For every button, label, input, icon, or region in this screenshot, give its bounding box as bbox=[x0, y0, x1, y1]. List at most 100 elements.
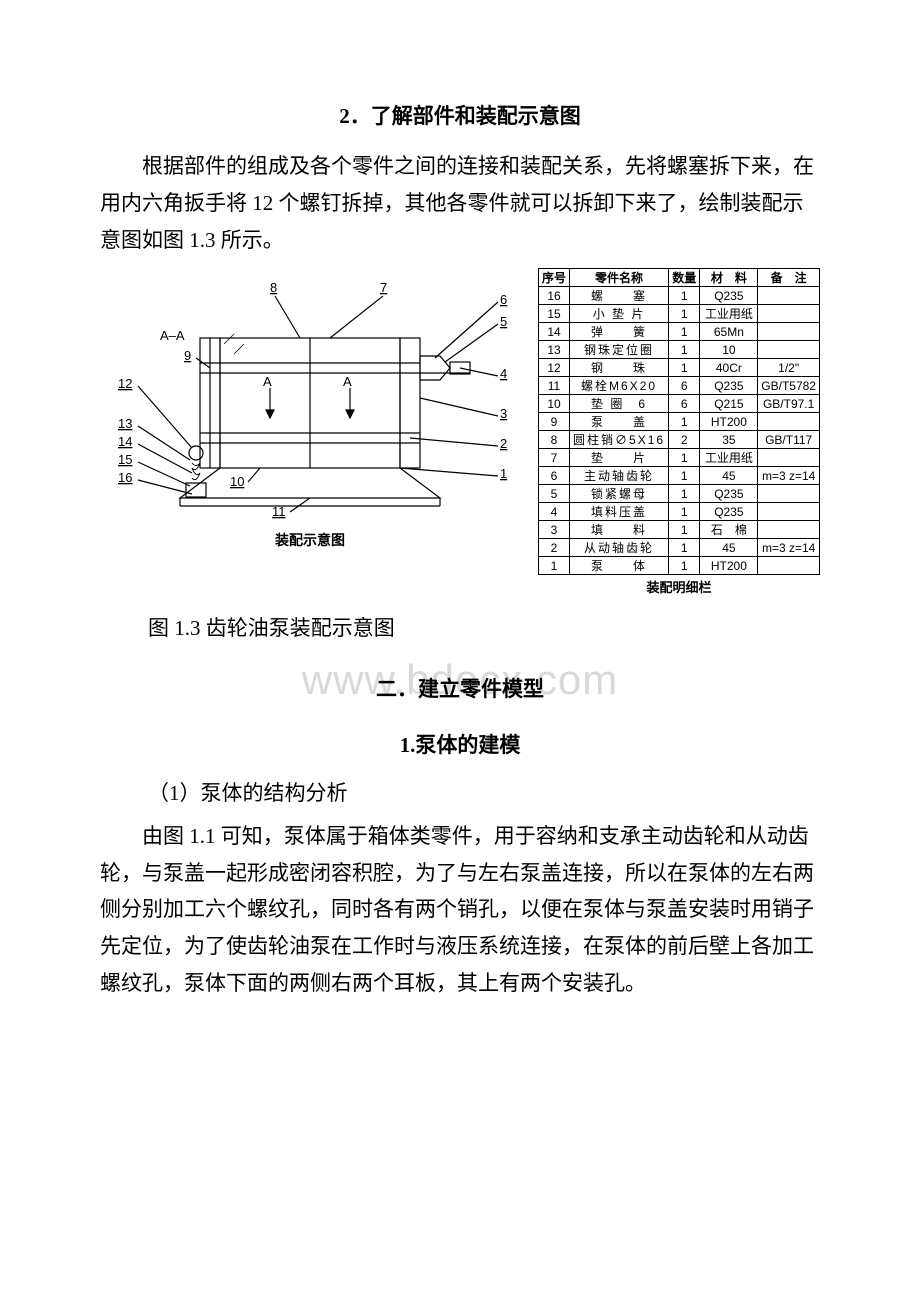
bom-cell-no: 1 bbox=[539, 557, 570, 575]
table-row: 3填 料1石 棉 bbox=[539, 521, 820, 539]
callout-10: 10 bbox=[230, 474, 244, 489]
bom-cell-no: 8 bbox=[539, 431, 570, 449]
bom-cell-no: 16 bbox=[539, 287, 570, 305]
bom-cell-note: GB/T117 bbox=[758, 431, 820, 449]
bom-table-wrap: 16螺 塞1Q23515小 垫 片1工业用纸14弹 簧165Mn13钢珠定位圈1… bbox=[538, 268, 820, 596]
bom-cell-qty: 6 bbox=[669, 395, 700, 413]
bom-h-qty: 数量 bbox=[669, 269, 700, 287]
callout-1: 1 bbox=[500, 466, 507, 481]
callout-6: 6 bbox=[500, 292, 507, 307]
bom-cell-name: 圆柱销∅5X16 bbox=[570, 431, 669, 449]
bom-cell-note bbox=[758, 323, 820, 341]
table-row: 13钢珠定位圈110 bbox=[539, 341, 820, 359]
section-2-title: 2．了解部件和装配示意图 bbox=[100, 100, 820, 130]
bom-cell-no: 12 bbox=[539, 359, 570, 377]
section-model-subtitle: 1.泵体的建模 bbox=[100, 729, 820, 759]
table-row: 12钢 珠140Cr1/2" bbox=[539, 359, 820, 377]
table-row: 6主动轴齿轮145m=3 z=14 bbox=[539, 467, 820, 485]
bom-cell-mat: 工业用纸 bbox=[700, 449, 758, 467]
bom-cell-qty: 1 bbox=[669, 503, 700, 521]
bom-cell-qty: 1 bbox=[669, 341, 700, 359]
model-paragraph: 由图 1.1 可知，泵体属于箱体类零件，用于容纳和支承主动齿轮和从动齿轮，与泵盖… bbox=[100, 818, 820, 1002]
callout-9: 9 bbox=[184, 348, 191, 363]
bom-h-no: 序号 bbox=[539, 269, 570, 287]
assembly-svg: A A A–A 8 7 6 5 4 bbox=[100, 268, 520, 528]
callout-8: 8 bbox=[270, 280, 277, 295]
callout-5: 5 bbox=[500, 314, 507, 329]
bom-cell-mat: HT200 bbox=[700, 413, 758, 431]
bom-cell-note bbox=[758, 413, 820, 431]
bom-cell-note bbox=[758, 521, 820, 539]
bom-cell-name: 弹 簧 bbox=[570, 323, 669, 341]
bom-cell-name: 钢珠定位圈 bbox=[570, 341, 669, 359]
bom-cell-no: 11 bbox=[539, 377, 570, 395]
bom-cell-mat: 35 bbox=[700, 431, 758, 449]
bom-cell-note bbox=[758, 557, 820, 575]
bom-cell-name: 泵 体 bbox=[570, 557, 669, 575]
bom-cell-qty: 2 bbox=[669, 431, 700, 449]
bom-cell-mat: 45 bbox=[700, 467, 758, 485]
bom-cell-no: 9 bbox=[539, 413, 570, 431]
bom-cell-no: 13 bbox=[539, 341, 570, 359]
bom-cell-name: 垫 圈 6 bbox=[570, 395, 669, 413]
bom-cell-no: 6 bbox=[539, 467, 570, 485]
bom-cell-note: m=3 z=14 bbox=[758, 467, 820, 485]
bom-cell-name: 泵 盖 bbox=[570, 413, 669, 431]
assembly-diagram: A A A–A 8 7 6 5 4 bbox=[100, 268, 520, 550]
bom-cell-name: 钢 珠 bbox=[570, 359, 669, 377]
table-row: 4填料压盖1Q235 bbox=[539, 503, 820, 521]
bom-cell-mat: Q215 bbox=[700, 395, 758, 413]
item-1-label: （1）泵体的结构分析 bbox=[148, 775, 820, 812]
bom-cell-qty: 1 bbox=[669, 521, 700, 539]
table-row: 7垫 片1工业用纸 bbox=[539, 449, 820, 467]
bom-cell-note bbox=[758, 449, 820, 467]
bom-cell-name: 从动轴齿轮 bbox=[570, 539, 669, 557]
bom-cell-name: 螺栓M6X20 bbox=[570, 377, 669, 395]
callout-14: 14 bbox=[118, 434, 132, 449]
bom-cell-qty: 1 bbox=[669, 539, 700, 557]
callout-2: 2 bbox=[500, 436, 507, 451]
section-2-paragraph: 根据部件的组成及各个零件之间的连接和装配关系，先将螺塞拆下来，在用内六角扳手将 … bbox=[100, 148, 820, 258]
bom-cell-note: 1/2" bbox=[758, 359, 820, 377]
table-row: 11螺栓M6X206Q235GB/T5782 bbox=[539, 377, 820, 395]
bom-cell-name: 锁紧螺母 bbox=[570, 485, 669, 503]
bom-table: 16螺 塞1Q23515小 垫 片1工业用纸14弹 簧165Mn13钢珠定位圈1… bbox=[538, 268, 820, 575]
bom-cell-mat: Q235 bbox=[700, 485, 758, 503]
figure-row: A A A–A 8 7 6 5 4 bbox=[100, 268, 820, 596]
bom-cell-no: 7 bbox=[539, 449, 570, 467]
callout-7: 7 bbox=[380, 280, 387, 295]
diagram-caption: 装配示意图 bbox=[100, 530, 520, 550]
bom-cell-mat: 10 bbox=[700, 341, 758, 359]
table-row: 10垫 圈 66Q215GB/T97.1 bbox=[539, 395, 820, 413]
callout-12: 12 bbox=[118, 376, 132, 391]
bom-cell-qty: 1 bbox=[669, 413, 700, 431]
bom-h-note: 备 注 bbox=[758, 269, 820, 287]
bom-cell-mat: Q235 bbox=[700, 377, 758, 395]
section-model-title: 二．建立零件模型 bbox=[100, 673, 820, 703]
bom-cell-qty: 6 bbox=[669, 377, 700, 395]
bom-cell-no: 3 bbox=[539, 521, 570, 539]
bom-cell-qty: 1 bbox=[669, 323, 700, 341]
bom-cell-name: 主动轴齿轮 bbox=[570, 467, 669, 485]
callout-11: 11 bbox=[272, 504, 286, 519]
bom-cell-note: GB/T97.1 bbox=[758, 395, 820, 413]
bom-cell-mat: Q235 bbox=[700, 503, 758, 521]
bom-cell-name: 小 垫 片 bbox=[570, 305, 669, 323]
table-row: 16螺 塞1Q235 bbox=[539, 287, 820, 305]
bom-cell-no: 15 bbox=[539, 305, 570, 323]
callout-16: 16 bbox=[118, 470, 132, 485]
callout-13: 13 bbox=[118, 416, 132, 431]
bom-cell-mat: 石 棉 bbox=[700, 521, 758, 539]
bom-cell-mat: 工业用纸 bbox=[700, 305, 758, 323]
bom-cell-no: 14 bbox=[539, 323, 570, 341]
bom-cell-note: m=3 z=14 bbox=[758, 539, 820, 557]
section-label: A–A bbox=[160, 328, 185, 343]
bom-cell-note: GB/T5782 bbox=[758, 377, 820, 395]
bom-h-name: 零件名称 bbox=[570, 269, 669, 287]
bom-cell-name: 填料压盖 bbox=[570, 503, 669, 521]
callout-4: 4 bbox=[500, 366, 507, 381]
section-mark-a1: A bbox=[263, 374, 272, 389]
bom-cell-qty: 1 bbox=[669, 467, 700, 485]
bom-cell-note bbox=[758, 341, 820, 359]
page-content: 2．了解部件和装配示意图 根据部件的组成及各个零件之间的连接和装配关系，先将螺塞… bbox=[100, 100, 820, 1002]
